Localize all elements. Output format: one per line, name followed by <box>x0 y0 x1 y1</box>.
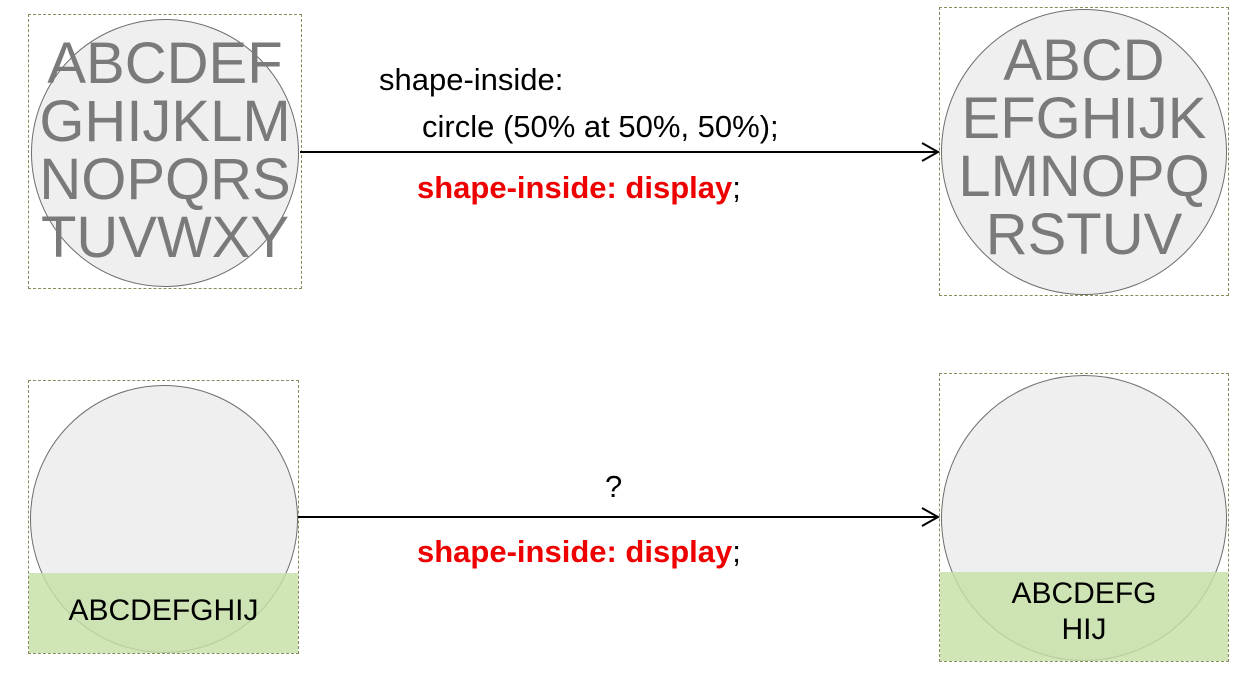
letters-line: NOPQRS <box>39 147 291 212</box>
letters-line: LMNOPQ <box>958 144 1210 209</box>
top-left-circle <box>31 19 299 287</box>
bottom-right-panel: ABCDEFG HIJ <box>939 373 1229 662</box>
top-arrow <box>300 142 941 162</box>
band-text-line: ABCDEFGHIJ <box>68 594 259 627</box>
bottom-code-line: shape-inside: display; <box>417 534 741 570</box>
letters-line: ABCDEF <box>47 31 283 96</box>
bottom-left-band <box>29 573 298 653</box>
question-mark-label: ? <box>605 469 623 504</box>
circle-function-label: circle (50% at 50%, 50%); <box>422 109 779 144</box>
top-left-letters: ABCDEF GHIJKLM NOPQRS TUVWXY <box>29 35 301 267</box>
letters-line: GHIJKLM <box>39 89 291 154</box>
bottom-arrow <box>298 507 941 527</box>
band-text-line: ABCDEFG <box>1011 577 1157 610</box>
bottom-code-tail: ; <box>732 534 741 569</box>
top-code-tail: ; <box>732 170 741 205</box>
top-right-panel: ABCD EFGHIJK LMNOPQ RSTUV <box>939 7 1229 296</box>
bottom-left-band-text: ABCDEFGHIJ <box>29 593 298 629</box>
top-right-letters: ABCD EFGHIJK LMNOPQ RSTUV <box>940 32 1228 264</box>
letters-line: RSTUV <box>985 202 1183 267</box>
shape-inside-label: shape-inside: <box>379 62 564 97</box>
bottom-left-panel: ABCDEFGHIJ <box>28 380 299 654</box>
bottom-right-band <box>940 572 1228 661</box>
bottom-code-red: shape-inside: display <box>417 534 733 569</box>
top-code-red: shape-inside: display <box>417 170 733 205</box>
band-text-line: HIJ <box>1061 613 1107 646</box>
top-code-line: shape-inside: display; <box>417 170 741 206</box>
top-left-panel: ABCDEF GHIJKLM NOPQRS TUVWXY <box>28 14 302 289</box>
letters-line: EFGHIJK <box>961 86 1207 151</box>
letters-line: ABCD <box>1003 28 1165 93</box>
bottom-right-band-text: ABCDEFG HIJ <box>940 576 1228 648</box>
top-right-circle <box>941 9 1227 295</box>
letters-line: TUVWXY <box>40 205 290 270</box>
